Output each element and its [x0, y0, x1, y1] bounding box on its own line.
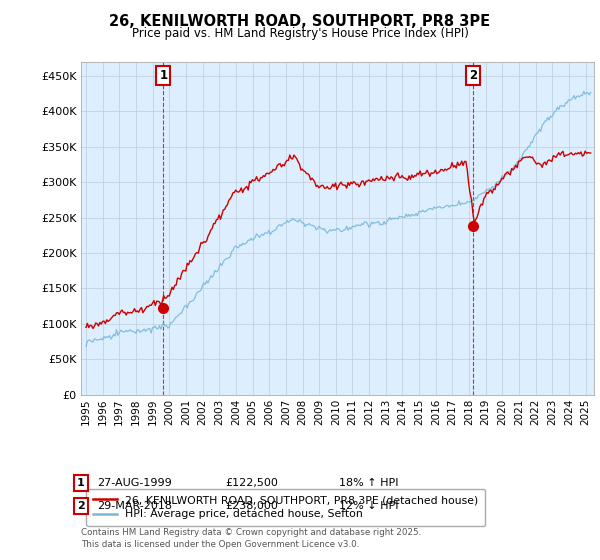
- Text: £238,000: £238,000: [225, 501, 278, 511]
- Text: 1: 1: [160, 69, 167, 82]
- Text: 2: 2: [469, 69, 477, 82]
- Text: Contains HM Land Registry data © Crown copyright and database right 2025.
This d: Contains HM Land Registry data © Crown c…: [81, 528, 421, 549]
- Text: 26, KENILWORTH ROAD, SOUTHPORT, PR8 3PE: 26, KENILWORTH ROAD, SOUTHPORT, PR8 3PE: [109, 14, 491, 29]
- Text: 1: 1: [77, 478, 85, 488]
- Text: Price paid vs. HM Land Registry's House Price Index (HPI): Price paid vs. HM Land Registry's House …: [131, 27, 469, 40]
- Text: 29-MAR-2018: 29-MAR-2018: [97, 501, 172, 511]
- Text: 18% ↑ HPI: 18% ↑ HPI: [339, 478, 398, 488]
- Text: £122,500: £122,500: [225, 478, 278, 488]
- Text: 12% ↓ HPI: 12% ↓ HPI: [339, 501, 398, 511]
- Text: 27-AUG-1999: 27-AUG-1999: [97, 478, 172, 488]
- Text: 2: 2: [77, 501, 85, 511]
- Legend: 26, KENILWORTH ROAD, SOUTHPORT, PR8 3PE (detached house), HPI: Average price, de: 26, KENILWORTH ROAD, SOUTHPORT, PR8 3PE …: [86, 488, 485, 526]
